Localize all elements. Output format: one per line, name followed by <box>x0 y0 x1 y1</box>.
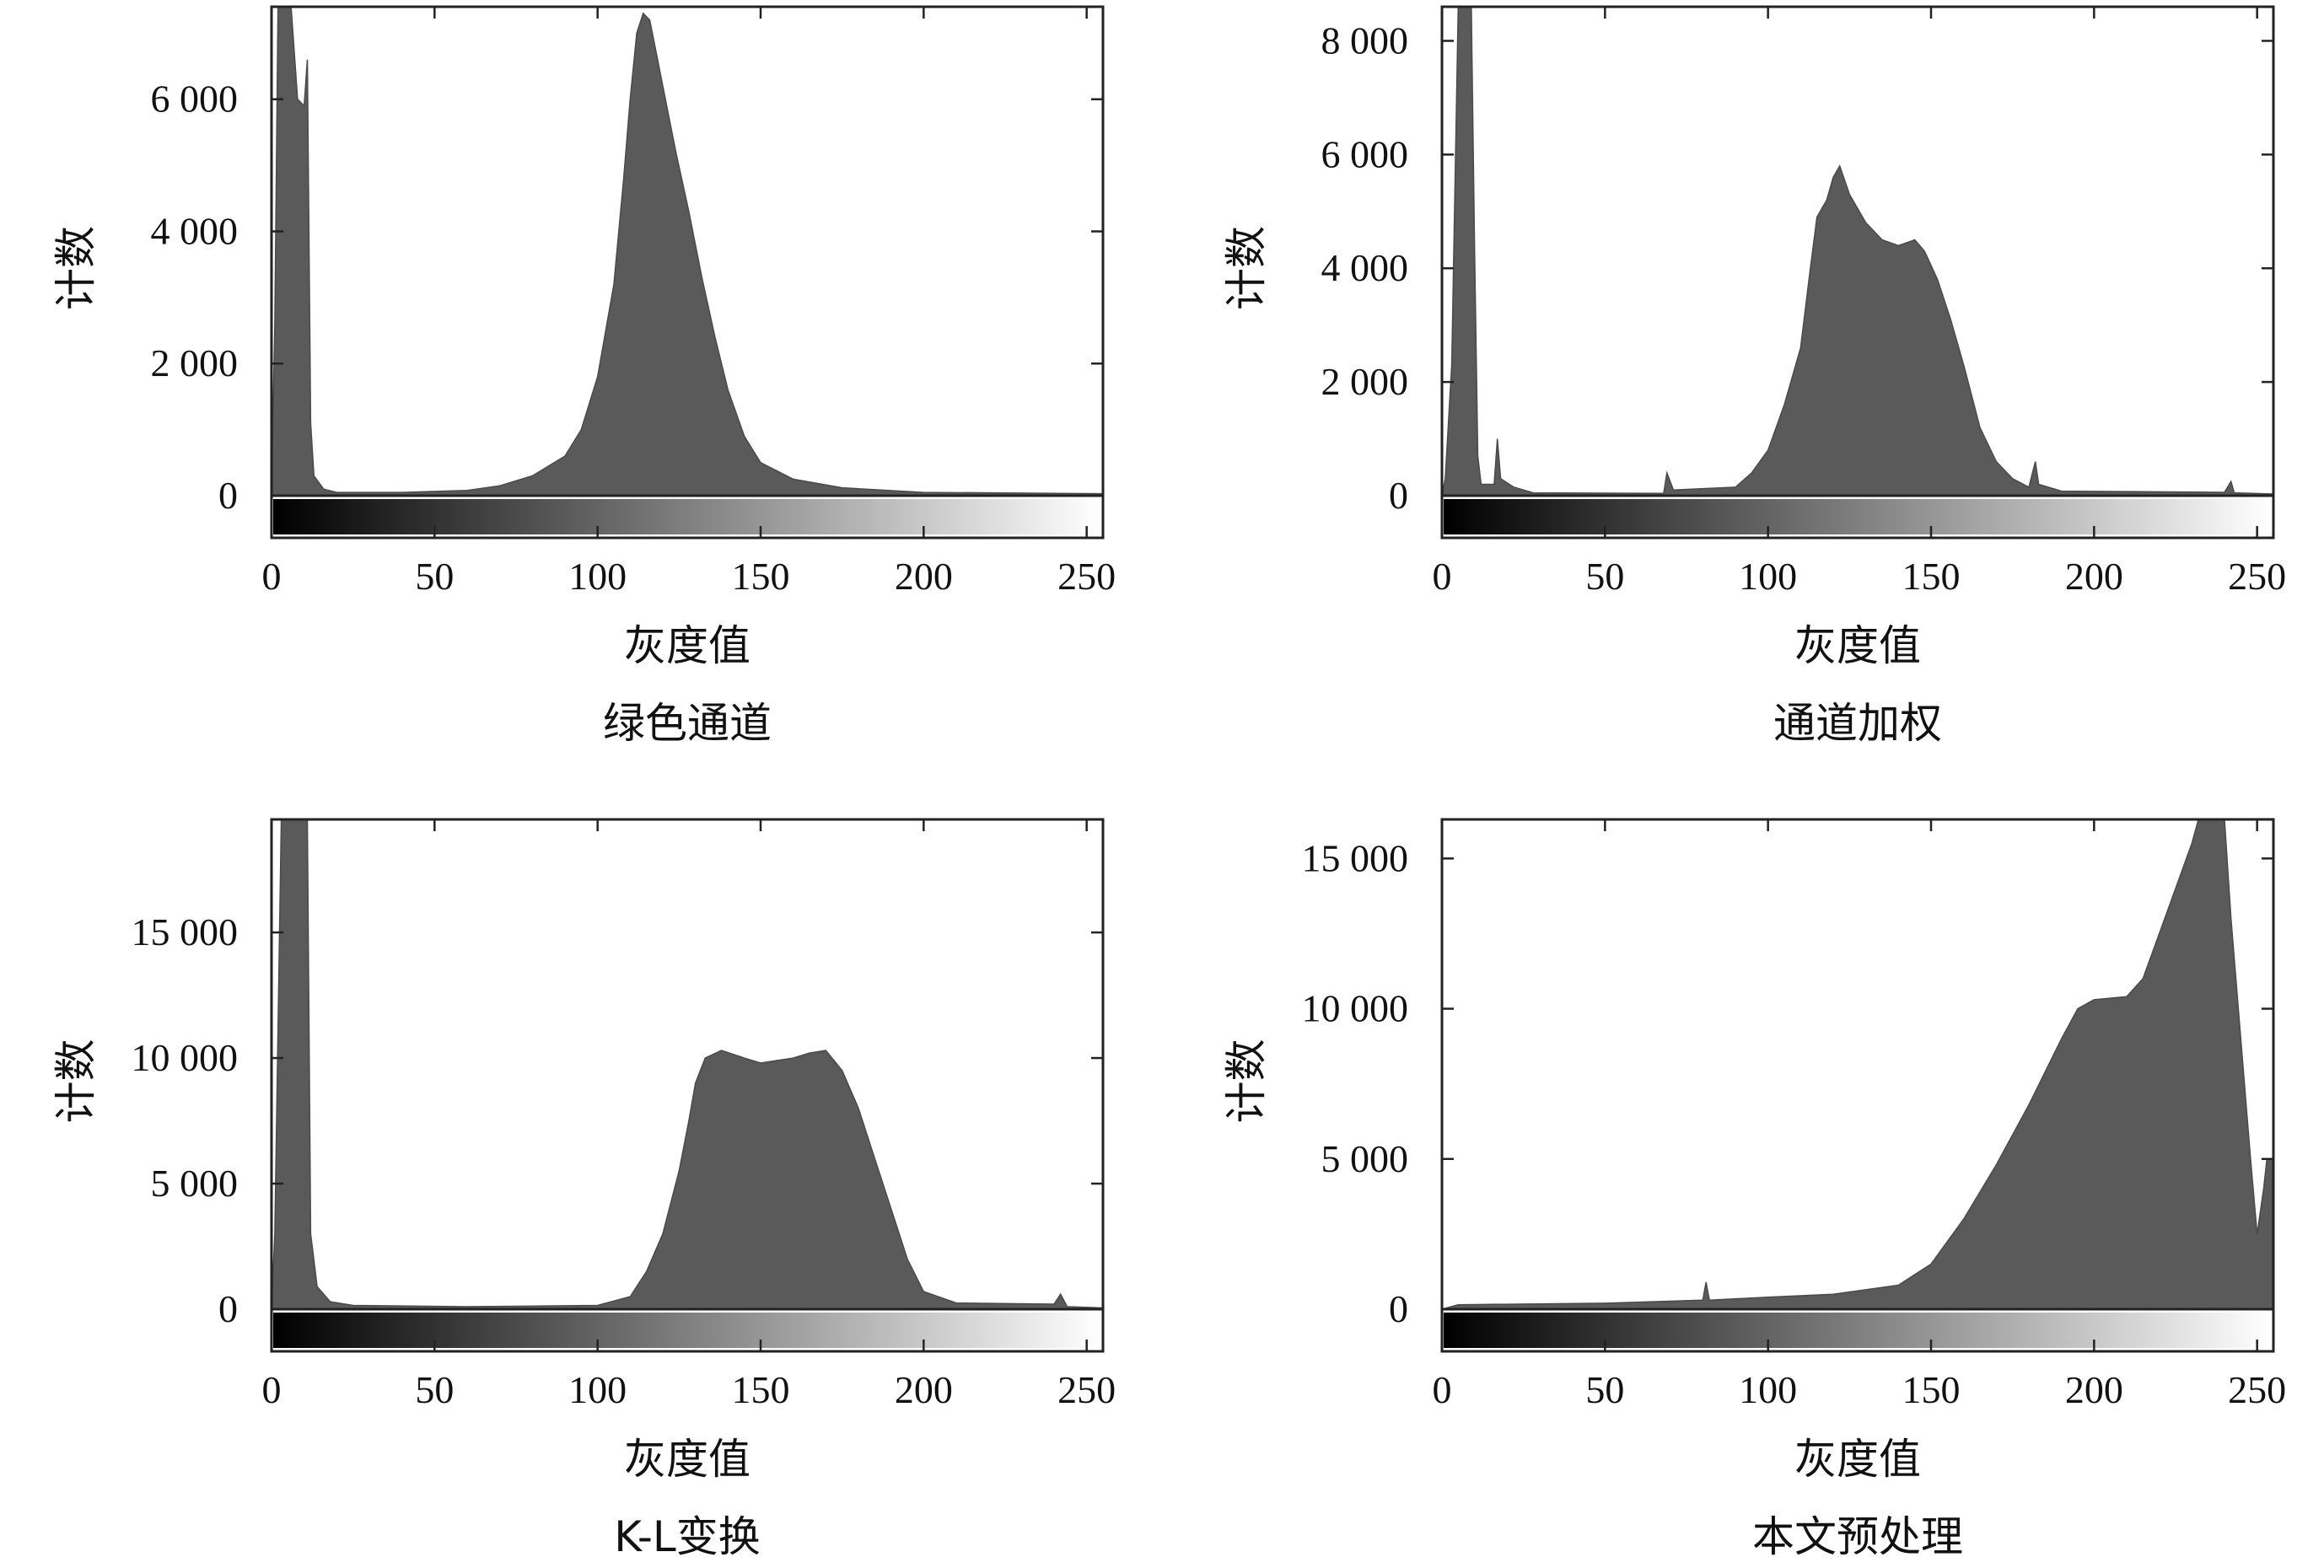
x-tick-label: 100 <box>1739 555 1797 598</box>
gray-colorbar <box>273 1313 1101 1348</box>
chart-panel-3: 0 5 000 10 000 15 000 0 50 100 150 200 250 灰度值 计数 K-… <box>51 818 1116 1561</box>
x-tick-label: 50 <box>415 1368 454 1411</box>
y-tick-label: 8 000 <box>1321 19 1409 62</box>
y-tick-label: 0 <box>218 1287 238 1330</box>
y-tick-label: 0 <box>1389 474 1408 517</box>
histogram-area <box>271 819 1104 1310</box>
panel-caption: 绿色通道 <box>603 699 772 748</box>
y-tick-label: 6 000 <box>1321 132 1409 175</box>
x-tick-label: 250 <box>1057 1368 1116 1411</box>
y-tick-label: 10 000 <box>132 1036 239 1079</box>
x-tick-label: 100 <box>568 555 627 598</box>
y-tick-label: 5 000 <box>1321 1137 1409 1180</box>
x-tick-label: 200 <box>2065 1368 2123 1411</box>
panel-caption: 通道加权 <box>1773 699 1942 748</box>
x-tick-label: 100 <box>1739 1368 1797 1411</box>
x-axis-title: 灰度值 <box>624 621 750 670</box>
y-axis-title: 计数 <box>1222 1039 1271 1124</box>
y-tick-label: 15 000 <box>1302 836 1409 879</box>
x-tick-label: 150 <box>1902 1368 1961 1411</box>
x-tick-label: 250 <box>2228 1368 2286 1411</box>
y-tick-label: 15 000 <box>132 910 239 953</box>
x-axis-title: 灰度值 <box>1794 1435 1921 1484</box>
gray-colorbar <box>273 499 1101 534</box>
y-tick-label: 0 <box>218 474 238 517</box>
plot-frame <box>1440 818 2275 1353</box>
x-tick-label: 200 <box>895 555 953 598</box>
plot-frame <box>270 5 1105 540</box>
plot-frame <box>270 818 1105 1353</box>
x-tick-label: 50 <box>415 555 454 598</box>
histogram-area <box>271 6 1104 497</box>
x-tick-label: 50 <box>1585 555 1624 598</box>
y-tick-label: 5 000 <box>151 1162 239 1205</box>
plot-frame <box>1440 5 2275 540</box>
y-axis-title: 计数 <box>51 1039 100 1124</box>
x-tick-label: 150 <box>1902 555 1961 598</box>
y-tick-label: 2 000 <box>1321 360 1409 403</box>
x-tick-label: 150 <box>732 1368 790 1411</box>
y-tick-label: 0 <box>1389 1287 1408 1330</box>
chart-panel-4: 0 5 000 10 000 15 000 0 50 100 150 200 250 灰度值 计数本文… <box>1222 818 2286 1561</box>
x-tick-label: 250 <box>2228 555 2286 598</box>
panel-caption: 本文预处理 <box>1752 1512 1963 1561</box>
histogram-area <box>1441 819 2274 1310</box>
x-axis-title: 灰度值 <box>1794 621 1921 670</box>
x-tick-label: 0 <box>262 1368 282 1411</box>
x-tick-label: 250 <box>1057 555 1116 598</box>
y-tick-label: 4 000 <box>151 209 239 252</box>
x-axis-title: 灰度值 <box>624 1435 750 1484</box>
x-tick-label: 0 <box>262 555 282 598</box>
gray-colorbar <box>1444 1313 2272 1348</box>
gray-colorbar <box>1444 499 2272 534</box>
y-tick-label: 10 000 <box>1302 987 1409 1030</box>
x-tick-label: 200 <box>2065 555 2123 598</box>
x-tick-label: 100 <box>568 1368 627 1411</box>
y-tick-label: 6 000 <box>151 78 239 121</box>
y-axis-title: 计数 <box>51 226 100 310</box>
y-tick-label: 2 000 <box>151 341 239 384</box>
y-tick-label: 4 000 <box>1321 246 1409 289</box>
panel-caption: K-L变换 <box>614 1512 760 1561</box>
x-tick-label: 200 <box>895 1368 953 1411</box>
x-tick-label: 0 <box>1433 555 1452 598</box>
chart-panel-2: 0 2 000 4 000 6 000 8 000 0 50 100 150 200 250 灰度值 计… <box>1222 5 2286 748</box>
histogram-area <box>1441 6 2274 497</box>
x-tick-label: 0 <box>1433 1368 1452 1411</box>
y-axis-title: 计数 <box>1222 226 1271 310</box>
x-tick-label: 150 <box>732 555 790 598</box>
x-tick-label: 50 <box>1585 1368 1624 1411</box>
